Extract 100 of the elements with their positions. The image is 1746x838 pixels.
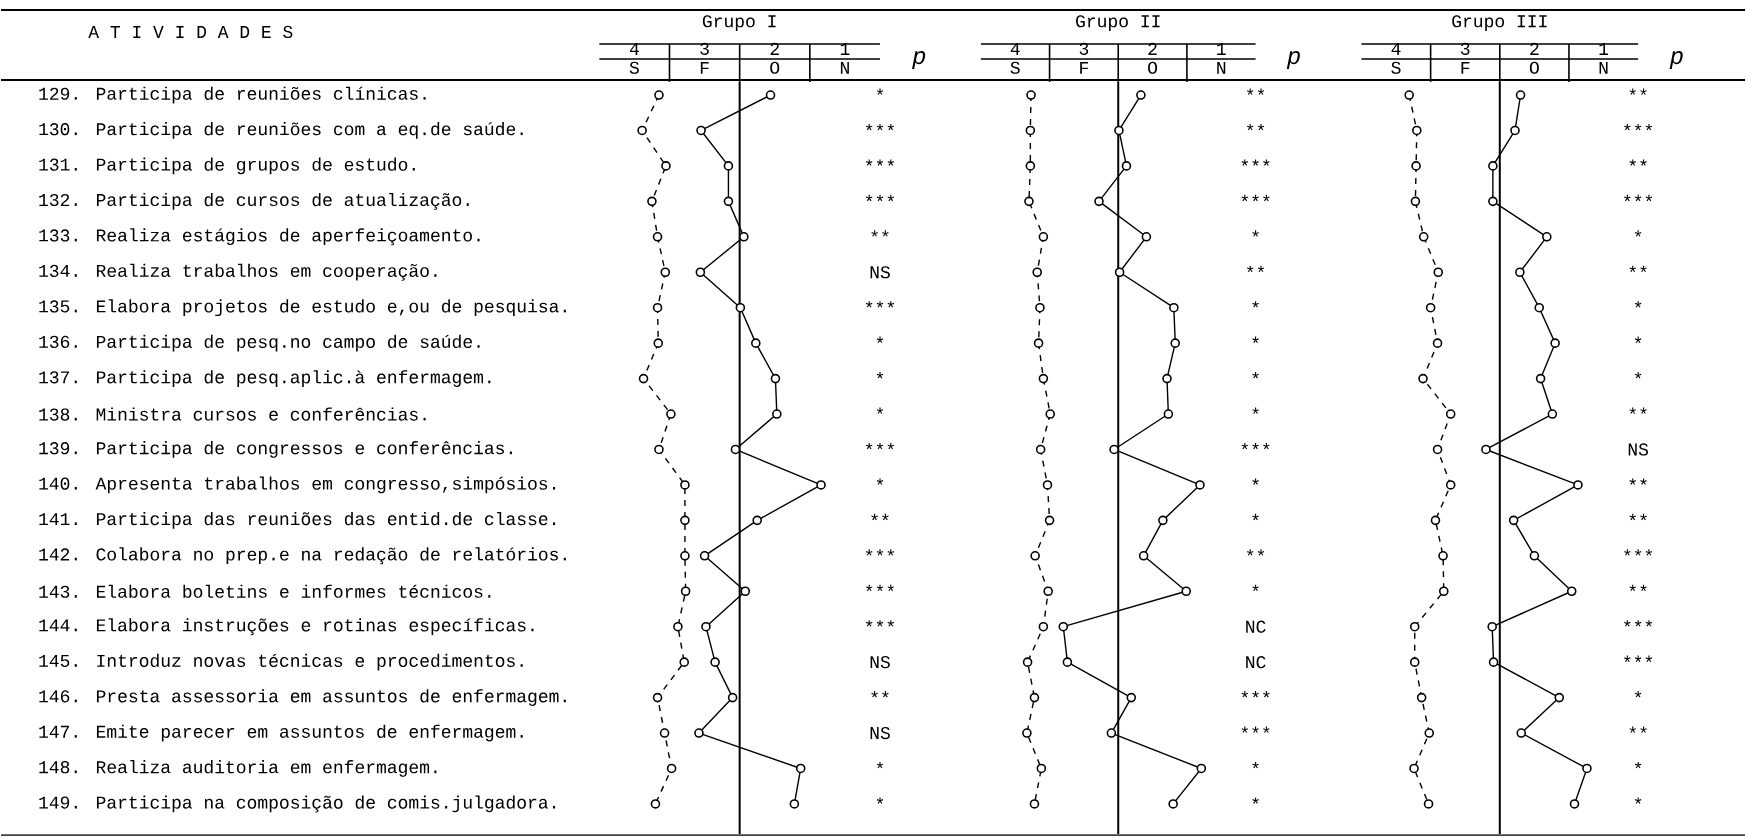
y-axis-title: A T I V I D A D E S [88, 25, 293, 39]
x-tick-label: 1 [1599, 43, 1609, 55]
annotation: * [1252, 797, 1259, 804]
annotation: *** [866, 301, 894, 308]
annotation: *** [1624, 194, 1653, 202]
annotation: *** [1241, 442, 1270, 450]
annotation: * [876, 407, 884, 414]
annotation: *** [1241, 194, 1270, 202]
annotation: ** [871, 230, 889, 237]
chart-title: Grupo III [1452, 15, 1547, 31]
annotation: NC [1246, 620, 1266, 633]
annotation: * [876, 372, 884, 379]
annotation: *** [866, 123, 894, 131]
annotation: *** [866, 194, 894, 202]
text: O [770, 61, 780, 74]
y-tick-label: 132. Participa de cursos de atualização. [39, 192, 469, 210]
y-tick-label: 136. Participa de pesq.no campo de saúde. [39, 334, 480, 352]
y-tick-label: 140. Apresenta trabalhos em congresso,simpósios. [39, 476, 556, 494]
annotation: *** [1624, 655, 1653, 662]
annotation: *** [866, 442, 894, 450]
annotation: ** [1629, 478, 1647, 485]
y-tick-label: 145. Introduz novas técnicas e procedimentos. [39, 653, 523, 671]
x-tick-label: 1 [1217, 43, 1226, 55]
x-tick-label: 1 [840, 43, 850, 55]
y-tick-label: 142. Colabora no prep.e na redação de relatórios. [39, 547, 566, 565]
y-tick-label: 130. Participa de reuniões com a eq.de saúde. [39, 122, 523, 139]
y-tick-label: 137. Participa de pesq.aplic.à enfermagem. [39, 370, 491, 387]
text: N [840, 62, 849, 74]
annotation: NS [870, 656, 890, 669]
annotation: *** [1241, 691, 1270, 698]
x-tick-label: 4 [629, 43, 639, 55]
annotation: *** [1624, 620, 1653, 627]
text: S [1010, 61, 1020, 74]
chart-title: Grupo I [702, 15, 776, 31]
chart-title: Grupo II [1076, 15, 1160, 31]
text: p [1286, 50, 1300, 69]
y-tick-label: 147. Emite parecer em assuntos de enfermagem. [39, 724, 523, 742]
annotation: ** [1246, 88, 1265, 95]
annotation: * [1634, 761, 1642, 769]
annotation: * [1252, 513, 1259, 521]
annotation: ** [1629, 159, 1647, 166]
annotation: * [1252, 230, 1259, 237]
annotation: *** [866, 159, 894, 166]
annotation: * [876, 336, 884, 343]
annotation: * [1252, 372, 1259, 379]
x-tick-label: 4 [1391, 43, 1401, 55]
annotation: * [1634, 691, 1642, 698]
y-tick-label: 144. Elabora instruções e rotinas específicas. [39, 618, 534, 636]
text: O [1148, 61, 1158, 74]
x-tick-label: 4 [1010, 43, 1020, 55]
text: O [1529, 61, 1539, 74]
annotation: NS [870, 266, 890, 279]
annotation: * [1634, 230, 1642, 237]
annotation: NC [1246, 656, 1266, 669]
y-tick-label: 129. Participa de reuniões clínicas. [39, 86, 426, 104]
annotation: *** [866, 584, 894, 592]
text: N [1599, 62, 1608, 74]
annotation: NS [870, 726, 890, 740]
text: p [912, 50, 926, 69]
annotation: ** [1629, 88, 1647, 95]
y-tick-label: 148. Realiza auditoria em enfermagem. [39, 760, 437, 777]
annotation: * [1252, 301, 1259, 308]
x-tick-label: 3 [1460, 42, 1470, 55]
text: F [1080, 62, 1089, 74]
y-tick-label: 141. Participa das reuniões das entid.de classe. [39, 511, 556, 529]
x-tick-label: 3 [700, 42, 709, 55]
annotation: ** [1246, 123, 1265, 131]
text: F [1461, 62, 1470, 74]
annotation: * [876, 478, 884, 485]
annotation: * [1252, 336, 1259, 343]
annotation: * [1252, 407, 1259, 414]
y-tick-label: 143. Elabora boletins e informes técnicos. [39, 584, 491, 598]
annotation: * [1252, 478, 1259, 485]
text: p [1669, 50, 1683, 69]
annotation: *** [1624, 123, 1653, 131]
annotation: * [876, 761, 884, 769]
annotation: * [876, 88, 884, 95]
annotation: *** [866, 620, 894, 627]
annotation: ** [871, 513, 889, 521]
annotation: ** [1629, 265, 1647, 273]
annotation: ** [871, 691, 889, 698]
annotation: ** [1629, 726, 1647, 733]
annotation: ** [1629, 513, 1647, 521]
annotation: * [1634, 336, 1642, 343]
annotation: * [1634, 372, 1642, 379]
text: F [700, 62, 709, 74]
annotation: ** [1629, 407, 1647, 414]
annotation: NS [1628, 443, 1649, 456]
text: S [1391, 61, 1401, 74]
annotation: * [1252, 584, 1259, 592]
y-tick-label: 146. Presta assessoria em assuntos de enfermagem. [39, 689, 566, 706]
annotation: * [876, 797, 884, 804]
annotation: *** [1241, 726, 1270, 733]
y-tick-label: 133. Realiza estágios de aperfeiçoamento. [39, 228, 480, 246]
y-tick-label: 134. Realiza trabalhos em cooperação. [39, 263, 437, 281]
y-tick-label: 139. Participa de congressos e conferências. [39, 441, 512, 458]
annotation: *** [1624, 549, 1653, 556]
annotation: ** [1629, 584, 1647, 592]
y-tick-label: 138. Ministra cursos e conferências. [39, 407, 426, 421]
annotation: *** [866, 549, 894, 556]
